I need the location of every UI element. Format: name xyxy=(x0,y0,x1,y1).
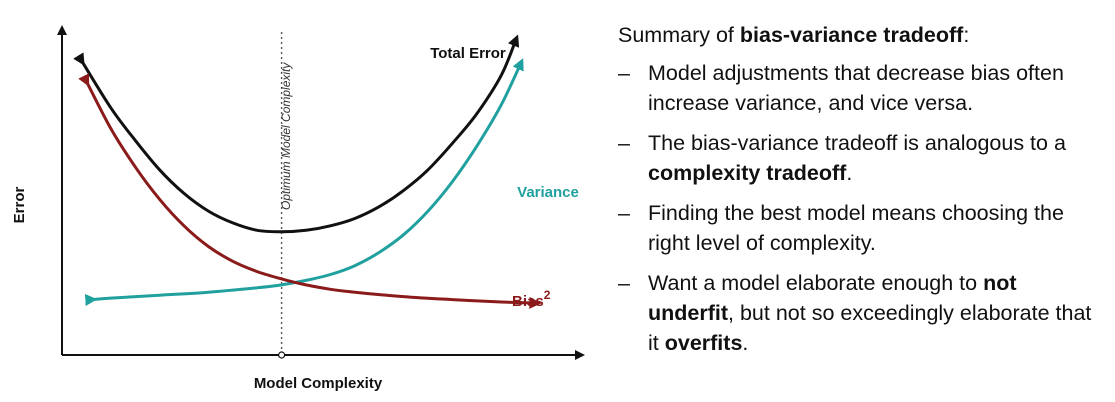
summary-title-suffix: : xyxy=(963,23,970,47)
optimum-marker xyxy=(278,351,286,359)
summary-bullet: – Model adjustments that decrease bias o… xyxy=(618,58,1108,118)
bullet-text: . xyxy=(846,161,853,185)
bullet-dash: – xyxy=(618,271,630,295)
chart-svg: Total Error Variance Bias2 Model Complexit… xyxy=(11,25,585,392)
bullet-bold-text: complexity tradeoff xyxy=(648,161,847,185)
variance-label: Variance xyxy=(517,184,579,201)
bullet-dash: – xyxy=(618,201,630,225)
bullet-text: Finding the best model means choosing th… xyxy=(648,201,1064,255)
summary-list: – Model adjustments that decrease bias o… xyxy=(618,58,1108,358)
summary-title: Summary of bias-variance tradeoff: xyxy=(618,20,1108,50)
total-error-label: Total Error xyxy=(430,45,506,62)
y-axis-label: Error xyxy=(11,187,28,224)
bullet-text: Want a model elaborate enough to xyxy=(648,271,984,295)
bullet-text: , but not so exceedingly elaborate that … xyxy=(648,301,1092,355)
x-axis-label: Model Complexity xyxy=(254,375,383,392)
summary-bullet: – Want a model elaborate enough to not u… xyxy=(618,268,1108,358)
summary-panel: Summary of bias-variance tradeoff: – Mod… xyxy=(618,20,1108,368)
bias-label: Bias2 xyxy=(512,288,551,310)
bias-superscript: 2 xyxy=(544,288,551,302)
bullet-bold-text: overfits xyxy=(664,331,743,355)
bullet-text: Model adjustments that decrease bias oft… xyxy=(648,61,1064,115)
total-error-curve xyxy=(73,34,520,234)
bias-variance-chart: Total Error Variance Bias2 Model Complexit… xyxy=(11,25,585,392)
variance-curve xyxy=(84,58,524,306)
bullet-bold-text: not underfit xyxy=(648,271,1017,325)
bullet-dash: – xyxy=(618,61,630,85)
summary-bullet: – The bias-variance tradeoff is analogou… xyxy=(618,128,1108,188)
bias-curve xyxy=(78,73,542,309)
bullet-dash: – xyxy=(618,131,630,155)
summary-title-prefix: Summary of xyxy=(618,23,740,47)
summary-title-bold: bias-variance tradeoff xyxy=(739,23,964,47)
bullet-text: The bias-variance tradeoff is analogous … xyxy=(648,131,1066,155)
summary-bullet: – Finding the best model means choosing … xyxy=(618,198,1108,258)
optimum-label: Optimum Model Complexity xyxy=(279,62,293,210)
bullet-text: . xyxy=(742,331,749,355)
